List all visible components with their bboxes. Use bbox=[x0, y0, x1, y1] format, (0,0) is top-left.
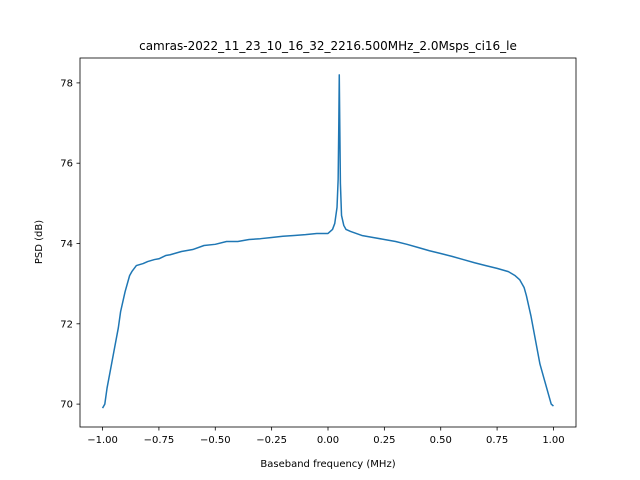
x-tick-label: −1.00 bbox=[87, 435, 118, 446]
x-tick-label: 1.00 bbox=[542, 435, 564, 446]
y-tick-label: 72 bbox=[60, 319, 73, 330]
y-axis-label: PSD (dB) bbox=[34, 220, 45, 264]
x-tick-label: −0.25 bbox=[256, 435, 287, 446]
x-tick-label: 0.25 bbox=[373, 435, 395, 446]
x-tick-label: −0.50 bbox=[200, 435, 231, 446]
x-tick-label: 0.00 bbox=[317, 435, 339, 446]
plot-area: −1.00 −0.75 −0.50 −0.25 0.00 0.25 0.50 0.75 1.00… bbox=[60, 74, 565, 446]
data-line bbox=[101, 74, 554, 409]
x-tick-label: −0.75 bbox=[144, 435, 175, 446]
axes-frame bbox=[79, 57, 577, 428]
y-tick-label: 74 bbox=[60, 239, 73, 250]
x-tick-label: 0.75 bbox=[486, 435, 508, 446]
x-tick-label: 0.50 bbox=[430, 435, 452, 446]
y-tick-label: 78 bbox=[60, 78, 73, 89]
y-tick-label: 76 bbox=[60, 159, 73, 170]
y-tick-label: 70 bbox=[60, 400, 73, 411]
x-axis-label: Baseband frequency (MHz) bbox=[260, 459, 395, 470]
chart-title: camras-2022_11_23_10_16_32_2216.500MHz_2… bbox=[139, 39, 517, 53]
